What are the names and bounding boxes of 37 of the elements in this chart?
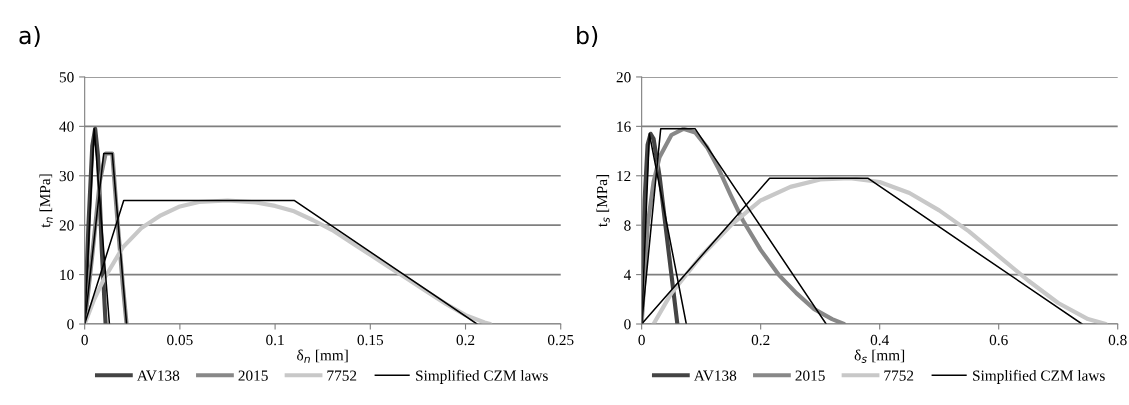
x-tick-label: 0.1 [266, 334, 284, 346]
y-tick-label: 8 [624, 220, 631, 231]
y-tick-label: 0 [624, 319, 631, 330]
y-tick-label: 50 [59, 72, 74, 83]
chart-title: b) [577, 25, 598, 48]
y-tick-label: 40 [59, 121, 74, 132]
x-tick-label: 0.4 [870, 334, 889, 346]
y-tick-label: 20 [616, 72, 631, 83]
x-tick-label: 0.2 [751, 334, 770, 346]
x-tick-label: 0 [81, 334, 88, 346]
x-tick-label: 0.2 [456, 334, 475, 346]
x-axis-title: δ$_{n}$ [mm] [297, 349, 348, 363]
legend-label: Simplified CZM laws [973, 369, 1105, 384]
y-tick-label: 16 [617, 121, 631, 132]
x-tick-label: 0 [638, 334, 645, 346]
legend-label: Simplified CZM laws [416, 369, 548, 384]
legend-label: AV138 [693, 370, 737, 381]
x-axis-title: δ$_{s}$ [mm] [854, 349, 905, 363]
y-tick-label: 0 [67, 319, 74, 330]
x-tick-label: 0.6 [989, 334, 1008, 346]
y-axis-title: t$_{s}$ [MPa] [596, 175, 610, 227]
y-tick-label: 4 [623, 269, 631, 280]
legend-label: 2015 [795, 370, 825, 381]
chart-title: a) [19, 26, 40, 48]
legend-label: 2015 [238, 370, 268, 381]
y-axis-title: t$_{n}$ [MPa] [39, 174, 53, 228]
legend-label: 7752 [327, 370, 357, 381]
x-tick-label: 0.25 [547, 334, 574, 346]
legend-label: 7752 [884, 370, 914, 381]
x-tick-label: 0.8 [1108, 334, 1127, 346]
y-tick-label: 12 [617, 170, 631, 182]
x-tick-label: 0.15 [357, 334, 384, 346]
y-tick-label: 20 [59, 220, 74, 231]
y-tick-label: 30 [59, 170, 74, 182]
legend-label: AV138 [136, 370, 180, 381]
x-tick-label: 0.05 [167, 334, 193, 346]
y-tick-label: 10 [60, 269, 74, 281]
